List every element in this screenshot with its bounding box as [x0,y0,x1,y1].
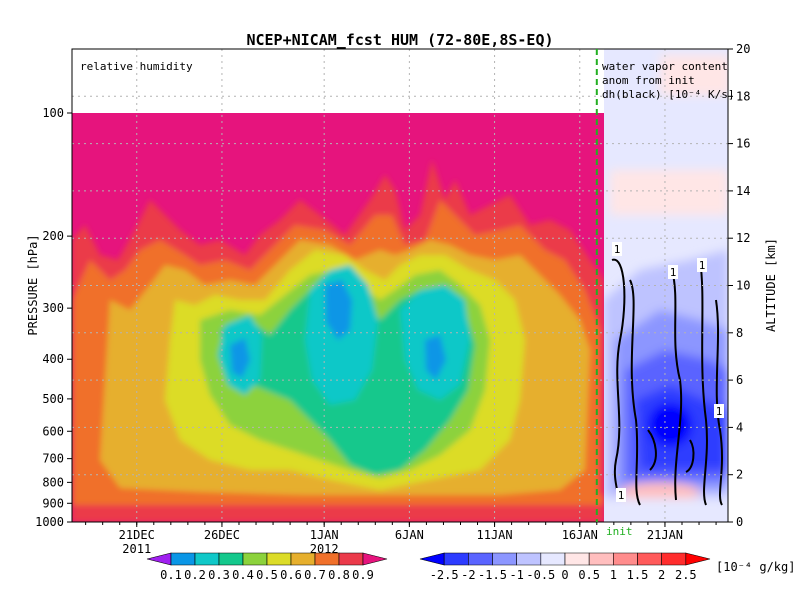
colorbar-label: 0.4 [232,568,254,582]
y-tick-label-right: 12 [736,231,750,245]
colorbar-swatch [516,552,542,566]
y-tick-label-left: 100 [42,106,64,120]
colorbar-swatch [588,552,614,566]
anomaly-region-pink-low [620,482,700,502]
anomaly-region-pink-mid [610,170,728,215]
right-panel-label-1: water vapor content [602,60,728,73]
y-tick-label-left: 1000 [35,515,64,529]
colorbar-label: 0.9 [352,568,374,582]
humidity-region-blue [230,280,446,380]
colorbar-swatch [443,552,469,566]
colorbar-label: 0.6 [280,568,302,582]
colorbar-label: 0.7 [304,568,326,582]
colorbar-label: 0 [561,568,568,582]
dh-contours [611,258,723,506]
y-tick-label-right: 14 [736,184,750,198]
contour-label: 1 [618,489,625,502]
right-panel-label-2: anom from init [602,74,695,87]
colorbar-label: 0.8 [328,568,350,582]
y-tick-label-right: 16 [736,137,750,151]
colorbar-swatch [468,552,493,566]
humidity-surface-red [72,505,604,522]
right-panel-label-3: dh(black) [10⁻⁴ K/s] [602,88,734,101]
x-tick-label: 21JAN [647,528,683,542]
colorbar-label: 2 [658,568,665,582]
colorbar-swatch [170,552,196,566]
colorbar-swatch [218,552,244,566]
colorbar-swatch [540,552,566,566]
y-axis-title-right: ALTITUDE [km] [764,238,778,332]
y-tick-label-right: 0 [736,515,743,529]
chart-title: NCEP+NICAM_fcst HUM (72-80E,8S-EQ) [246,31,553,49]
colorbar-label: -1.5 [478,568,507,582]
init-label: init [606,525,633,538]
y-tick-label-left: 300 [42,301,64,315]
colorbar-label: 0.5 [578,568,600,582]
colorbar-label: -1 [509,568,523,582]
contour-label: 1 [614,243,621,256]
colorbar-swatch [637,552,662,566]
colorbar-swatch [194,552,220,566]
y-tick-label-right: 8 [736,326,743,340]
colorbar-label: 1.5 [627,568,649,582]
y-tick-label-right: 6 [736,373,743,387]
x-tick-label: 11JAN [477,528,513,542]
y-tick-label-left: 900 [42,496,64,510]
colorbar-label: 0.3 [208,568,230,582]
x-tick-label: 16JAN [562,528,598,542]
colorbar-label: 2.5 [675,568,697,582]
x-tick-sublabel: 2011 [122,542,151,556]
y-tick-label-left: 600 [42,424,64,438]
colorbar-swatch [564,552,590,566]
y-tick-label-right: 4 [736,420,743,434]
colorbar-swatch [661,552,687,566]
grid-lines [72,49,728,522]
y-tick-label-left: 400 [42,352,64,366]
contour-label: 1 [670,266,677,279]
colorbar-swatch [419,552,445,566]
y-tick-label-right: 2 [736,468,743,482]
colorbar-unit: [10⁻⁴ g/kg] [716,560,795,574]
contour-label: 1 [699,259,706,272]
colorbar-label: -2 [461,568,475,582]
x-tick-label: 26DEC [204,528,240,542]
y-tick-label-left: 200 [42,229,64,243]
colorbars: 0.1 0.2 0.3 0.4 0.5 0.6 0.7 0.8 0.9 -2.5 -2 -1.5 -1-… [146,552,795,582]
y-tick-label-right: 20 [736,42,750,56]
contour-labels: 1 1 1 1 1 [612,242,724,502]
colorbar-swatch [338,552,364,566]
y-tick-label-right: 10 [736,279,750,293]
humidity-field [72,113,604,522]
colorbar-swatch [242,552,268,566]
x-tick-sublabel: 2012 [310,542,339,556]
colorbar-label: 0.1 [160,568,182,582]
x-tick-label: 21DEC [119,528,155,542]
x-tick-label: 1JAN [310,528,339,542]
anomaly-region-pink-top [660,55,728,95]
colorbar-swatch [266,552,292,566]
y-tick-label-left: 700 [42,452,64,466]
colorbar-swatch [290,552,316,566]
colorbar-swatch [613,552,638,566]
colorbar-label: 1 [610,568,617,582]
y-tick-label-right: 18 [736,89,750,103]
colorbar-swatch [314,552,340,566]
contour-label: 1 [716,405,723,418]
colorbar-swatch [685,552,711,566]
y-tick-label-left: 800 [42,475,64,489]
colorbar-label: 0.2 [184,568,206,582]
colorbar-label: -2.5 [430,568,459,582]
colorbar-label: -0.5 [526,568,555,582]
colorbar-swatch [362,552,388,566]
left-panel-label: relative humidity [80,60,193,73]
y-axis-title-left: PRESSURE [hPa] [26,234,40,335]
colorbar-label: 0.5 [256,568,278,582]
colorbar-swatch [492,552,517,566]
y-tick-label-left: 500 [42,392,64,406]
x-tick-label: 6JAN [395,528,424,542]
